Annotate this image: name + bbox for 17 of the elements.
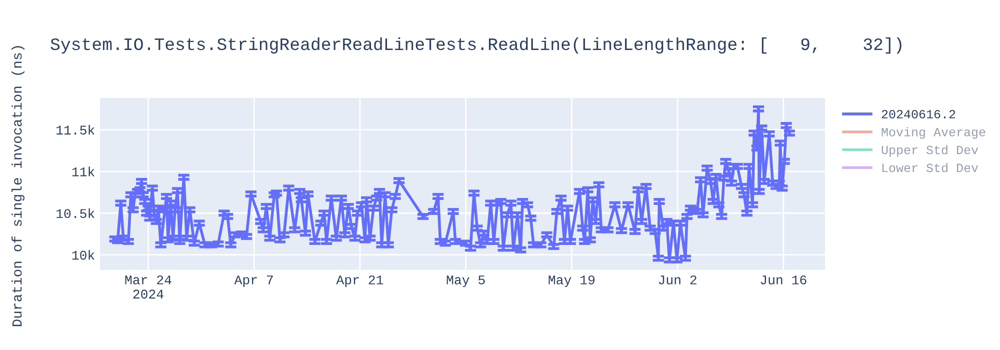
x-tick-label: Jun 16	[760, 275, 806, 284]
legend-label: 20240616.2	[882, 110, 956, 118]
chart-title: System.IO.Tests.StringReaderReadLineTests.ReadLine(LineLengthRange: [ 9, 32])	[50, 37, 902, 54]
y-tick-label: 11.5k	[56, 124, 94, 135]
y-tick-label: 11k	[72, 166, 94, 176]
legend-label: Moving Average	[882, 127, 986, 139]
x-tick-label: Jun 2	[658, 275, 696, 284]
legend-label: Upper Std Dev	[882, 145, 978, 157]
x-tick-label: May 19	[548, 275, 595, 288]
y-tick-label: 10.5k	[56, 208, 94, 218]
x-tick-label: Apr 7	[234, 276, 273, 288]
y-tick-label: 10k	[72, 250, 94, 260]
x-tick-label: May 5	[446, 276, 485, 288]
y-axis-title: Duration of single invocation (ns)	[12, 46, 24, 326]
x-tick-label: Mar 24 2024	[125, 275, 172, 299]
x-tick-label: Apr 21	[336, 275, 384, 288]
legend-label: Lower Std Dev	[882, 162, 978, 172]
